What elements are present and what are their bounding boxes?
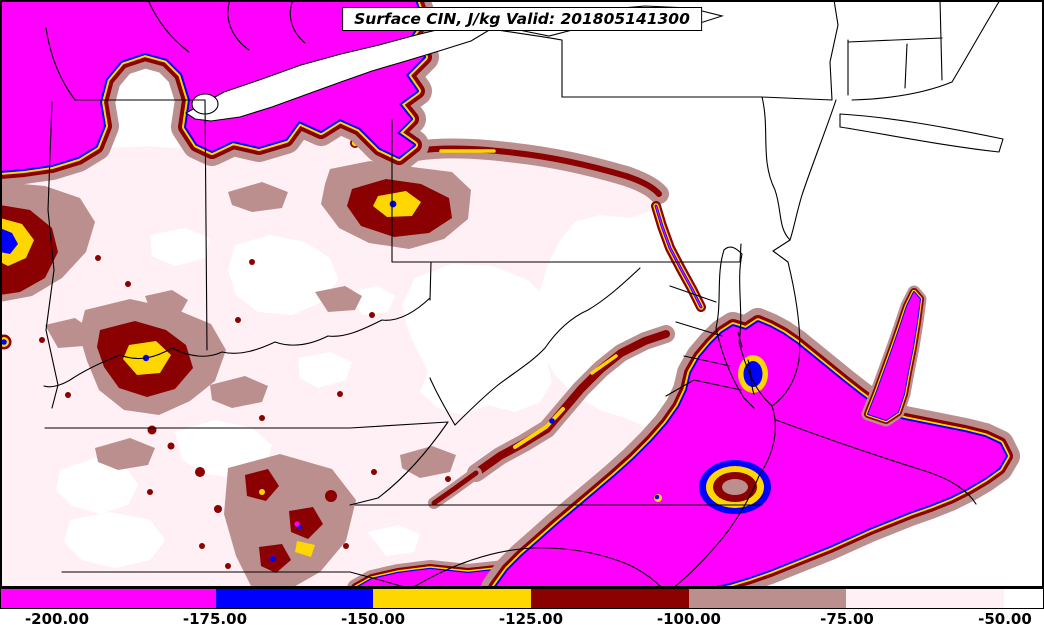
darkred-speckle (259, 415, 265, 421)
darkred-speckle (343, 543, 349, 549)
magenta-speckle (294, 521, 300, 527)
state-border-line (45, 27, 208, 351)
darkred-speckle (249, 259, 255, 265)
rosybrown-patch (210, 376, 268, 408)
colorbar-segment-magenta (1, 589, 216, 608)
state-boundaries (43, 0, 1004, 588)
blue-core (0, 228, 18, 254)
darkred-speckle (369, 312, 375, 318)
gold-core (373, 191, 421, 217)
blue-speckle (297, 524, 303, 530)
darkred-speckle (147, 425, 157, 435)
colorbar-segment-lavenderblush (846, 589, 1004, 608)
left-edge-cin-cluster (0, 205, 58, 350)
blue-speckle (270, 556, 276, 562)
colorbar-segment-blue (215, 589, 374, 608)
plot-frame (0, 0, 1044, 588)
appalachian-cin-cluster (195, 454, 356, 588)
bay-island-lines (737, 331, 755, 395)
darkred-speckle (125, 281, 131, 287)
state-border-line (45, 101, 59, 409)
white-hole (56, 458, 138, 514)
darkred-speckle (167, 442, 175, 450)
state-border-line (761, 96, 837, 241)
gold-core (513, 407, 565, 449)
rosybrown-patch (228, 182, 288, 212)
darkred-blob (325, 490, 337, 502)
colorbar-segment-rosybrown (688, 589, 847, 608)
darkred-speckle (445, 476, 451, 482)
darkred-speckle (225, 563, 231, 569)
darkred-speckle (371, 469, 377, 475)
ohio-river-border (43, 297, 431, 388)
blue-core (389, 200, 397, 208)
white-hole (402, 264, 556, 415)
darkred-speckle (195, 467, 205, 477)
white-hole (368, 525, 420, 556)
blue-speckle (1, 339, 7, 345)
darkred-speckle (95, 255, 101, 261)
state-border-line (829, 0, 1001, 101)
white-hole (350, 286, 395, 315)
weather-map (0, 0, 1044, 588)
white-hole (150, 228, 210, 266)
rosybrown-patch (315, 286, 362, 312)
white-hole (298, 352, 352, 388)
darkred-speckle (65, 392, 71, 398)
atlantic-coastline (672, 405, 977, 588)
delmarva-chesapeake-outline (715, 239, 801, 409)
state-border-line (44, 421, 449, 506)
gold-speckle (259, 489, 265, 495)
lake-huron-shorelines (147, 0, 306, 53)
nw-pennsylvania-cin-feature (321, 161, 471, 249)
colorbar-tick-label: -125.00 (498, 610, 564, 628)
white-hole (228, 235, 338, 315)
gold-speckle (295, 541, 315, 557)
state-border-line (61, 547, 663, 588)
colorbar-segment-gold (373, 589, 531, 608)
darkred-speckle (39, 337, 45, 343)
blue-speckle (549, 418, 555, 424)
colorbar-tick-labels: -200.00 -175.00 -150.00 -125.00 -100.00 … (0, 609, 1044, 633)
east-band-feature (416, 148, 659, 194)
colorbar-tick-label: -175.00 (182, 610, 248, 628)
darkred-speckle (337, 391, 343, 397)
gold-core (590, 354, 618, 375)
tidal-river-lines (665, 285, 742, 397)
darkred-speckle (214, 505, 222, 513)
colorbar-tick-label: -50.00 (978, 610, 1032, 628)
colorbar-tick-label: -100.00 (656, 610, 721, 628)
darkred-speckle (147, 489, 153, 495)
blue-speckle (654, 494, 660, 500)
state-border-line (391, 119, 741, 301)
colorbar-segment-overflow (1004, 589, 1043, 608)
colorbar (0, 588, 1044, 609)
darkred-blob (245, 469, 279, 501)
state-border-line (429, 267, 641, 426)
white-hole (64, 512, 165, 568)
blue-patch (743, 361, 763, 387)
rosybrown-patch (400, 446, 456, 478)
rosybrown-core (722, 479, 748, 495)
darkred-speckle (199, 543, 205, 549)
colorbar-tick-label: -200.00 (24, 610, 90, 628)
colorbar-tick-label: -150.00 (340, 610, 406, 628)
gold-core (0, 218, 34, 266)
lake-erie (184, 20, 493, 122)
colorbar-segment-darkred (530, 589, 689, 608)
rosybrown-patch (95, 438, 155, 470)
map-title: Surface CIN, J/kg Valid: 201805141300 (342, 7, 702, 31)
darkred-blob (289, 507, 323, 539)
central-virginia-band (434, 334, 666, 503)
darkred-speckle (235, 317, 241, 323)
colorbar-tick-label: -75.00 (820, 610, 874, 628)
rosybrown-patch (45, 318, 92, 348)
long-island-outline (839, 113, 1004, 153)
contour-white-holes (56, 228, 556, 568)
